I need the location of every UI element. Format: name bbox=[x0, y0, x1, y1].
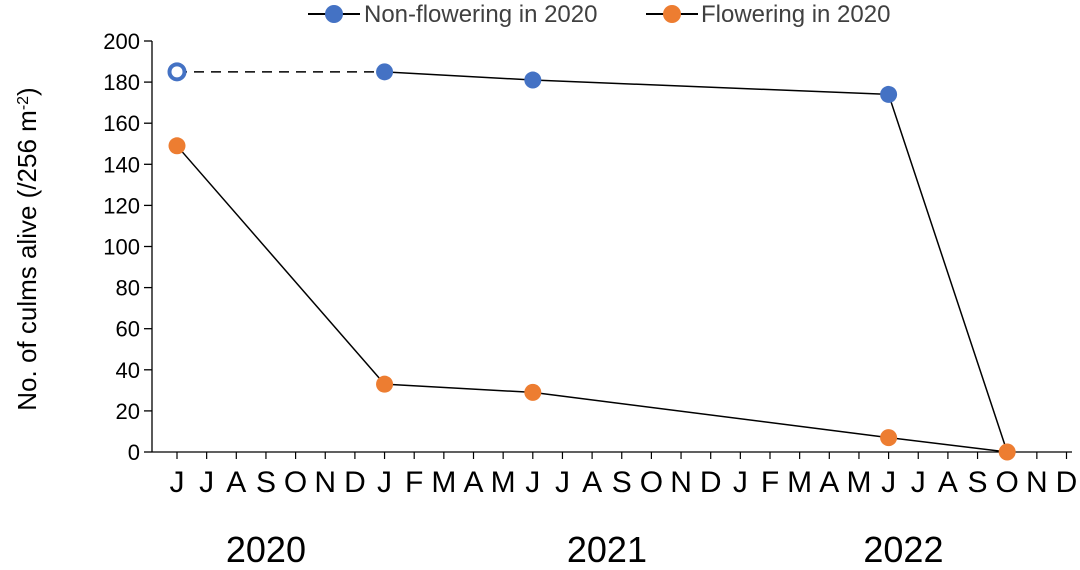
x-month-label: J bbox=[199, 466, 214, 499]
series-line-segment bbox=[176, 145, 386, 385]
series-line-segment bbox=[888, 436, 1008, 453]
x-month-label: M bbox=[846, 466, 871, 499]
x-month-label: N bbox=[1026, 466, 1048, 499]
x-month-label: N bbox=[314, 466, 336, 499]
x-month-label: F bbox=[405, 466, 423, 499]
series-line-segment bbox=[384, 383, 533, 394]
x-year-label: 2021 bbox=[567, 529, 647, 570]
y-tick-label: 160 bbox=[103, 111, 140, 136]
y-tick-label: 0 bbox=[128, 440, 140, 465]
x-month-label: D bbox=[344, 466, 366, 499]
x-month-label: D bbox=[1056, 466, 1078, 499]
x-month-label: S bbox=[612, 466, 632, 499]
x-month-label: M bbox=[491, 466, 516, 499]
x-month-label: F bbox=[761, 466, 779, 499]
legend-label-non-flowering: Non-flowering in 2020 bbox=[364, 1, 597, 28]
y-tick-label: 140 bbox=[103, 152, 140, 177]
series-line-segment bbox=[887, 94, 1008, 453]
x-month-label: S bbox=[968, 466, 988, 499]
legend-label-flowering: Flowering in 2020 bbox=[701, 1, 890, 28]
x-month-label: A bbox=[226, 466, 246, 499]
y-tick-label: 180 bbox=[103, 70, 140, 95]
x-month-label: A bbox=[819, 466, 839, 499]
x-month-label: M bbox=[787, 466, 812, 499]
y-tick-label: 40 bbox=[116, 358, 140, 383]
y-tick-label: 120 bbox=[103, 193, 140, 218]
legend: Non-flowering in 2020 Flowering in 2020 bbox=[308, 1, 890, 28]
x-month-label: J bbox=[911, 466, 926, 499]
x-month-label: J bbox=[170, 466, 185, 499]
y-axis: 0 20 40 60 80 100 120 140 160 180 200 bbox=[103, 29, 153, 465]
data-point bbox=[524, 383, 542, 401]
data-point bbox=[168, 137, 186, 155]
series-line-segment bbox=[532, 79, 889, 96]
x-year-label: 2020 bbox=[226, 529, 306, 570]
series-0 bbox=[167, 62, 1008, 453]
x-month-label: M bbox=[431, 466, 456, 499]
legend-marker-non-flowering bbox=[325, 5, 343, 23]
data-point bbox=[376, 375, 394, 393]
series-1 bbox=[168, 137, 1016, 461]
data-point bbox=[376, 63, 394, 81]
x-month-label: N bbox=[670, 466, 692, 499]
x-month-label: A bbox=[938, 466, 958, 499]
y-tick-label: 20 bbox=[116, 399, 140, 424]
data-point bbox=[880, 85, 898, 103]
data-point bbox=[998, 443, 1016, 461]
legend-entry-non-flowering: Non-flowering in 2020 bbox=[308, 1, 597, 28]
series-line-segment bbox=[384, 71, 533, 81]
x-year-label: 2022 bbox=[863, 529, 943, 570]
data-point bbox=[880, 429, 898, 447]
x-month-label: O bbox=[996, 466, 1019, 499]
y-axis-label: No. of culms alive (/256 m-2) bbox=[12, 87, 42, 410]
y-tick-label: 80 bbox=[116, 276, 140, 301]
data-point bbox=[524, 71, 542, 89]
legend-marker-flowering bbox=[663, 5, 681, 23]
data-point-open bbox=[167, 62, 187, 82]
x-month-label: A bbox=[582, 466, 602, 499]
x-month-label: D bbox=[700, 466, 722, 499]
y-tick-label: 200 bbox=[103, 29, 140, 54]
x-month-label: S bbox=[256, 466, 276, 499]
x-month-label: J bbox=[555, 466, 570, 499]
x-month-label: J bbox=[881, 466, 896, 499]
legend-entry-flowering: Flowering in 2020 bbox=[646, 1, 890, 28]
series-line-segment bbox=[532, 391, 889, 439]
y-tick-label: 100 bbox=[103, 235, 140, 260]
x-month-label: J bbox=[377, 466, 392, 499]
x-month-label: J bbox=[733, 466, 748, 499]
x-month-label: O bbox=[284, 466, 307, 499]
y-tick-label: 60 bbox=[116, 317, 140, 342]
x-month-label: J bbox=[525, 466, 540, 499]
x-month-label: O bbox=[640, 466, 663, 499]
series-layer bbox=[167, 62, 1016, 461]
x-month-label: A bbox=[463, 466, 483, 499]
